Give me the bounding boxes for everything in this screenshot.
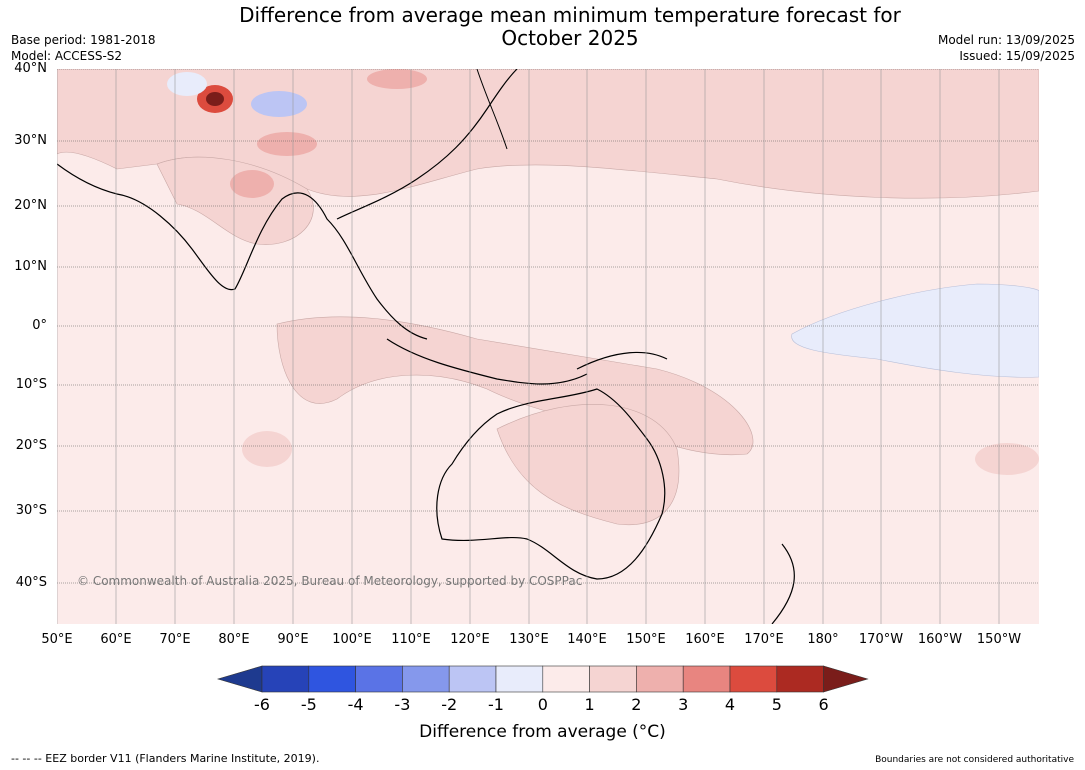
colorbar-tick-label: -2 <box>441 695 458 714</box>
lon-label: 180° <box>807 632 839 647</box>
colorbar-tick-label: 5 <box>771 695 782 714</box>
anomaly-patch-indian-ocean <box>242 431 292 467</box>
colorbar-segment <box>542 665 590 693</box>
colorbar-tick-label: -6 <box>254 695 270 714</box>
model-name: Model: ACCESS-S2 <box>11 49 123 63</box>
anomaly-cool-tarim <box>251 91 307 117</box>
lat-label: 20°S <box>15 438 47 453</box>
anomaly-hotspot-india <box>230 170 274 198</box>
lat-label: 30°S <box>15 503 47 518</box>
coastline-indonesia <box>386 338 588 385</box>
lat-label: 10°S <box>15 377 47 392</box>
colorbar-segment <box>729 665 778 693</box>
lon-label: 60°E <box>100 632 132 647</box>
colorbar-tick-label: 6 <box>818 695 829 714</box>
lon-label: 130°E <box>509 632 549 647</box>
lon-label: 50°E <box>41 632 73 647</box>
lon-label: 160°W <box>917 632 963 647</box>
lon-label: 160°E <box>685 632 725 647</box>
colorbar-segment <box>308 665 356 693</box>
colorbar-segment <box>448 665 497 693</box>
lon-label: 70°E <box>159 632 191 647</box>
colorbar-tick-label: 0 <box>537 695 548 714</box>
anomaly-region-india <box>156 156 314 245</box>
lat-label: 40°S <box>15 575 47 590</box>
meta-right: Model run: 13/09/2025 Issued: 15/09/2025 <box>938 32 1075 64</box>
lon-label: 170°W <box>858 632 904 647</box>
anomaly-hotspot-tibet <box>257 132 317 156</box>
title-line-2: October 2025 <box>501 26 639 50</box>
anomaly-cool-pacific <box>791 283 1039 378</box>
colorbar-tick-label: -3 <box>394 695 411 714</box>
colorbar-segment <box>682 665 731 693</box>
colorbar-segment <box>823 665 869 693</box>
issued-date: Issued: 15/09/2025 <box>959 49 1075 63</box>
colorbar <box>216 665 869 693</box>
colorbar-segment <box>495 665 544 693</box>
lon-label: 150°E <box>626 632 666 647</box>
anomaly-patch-south-pacific <box>975 443 1039 475</box>
lon-label: 90°E <box>277 632 309 647</box>
colorbar-tick-label: -1 <box>488 695 504 714</box>
lon-label: 110°E <box>391 632 431 647</box>
title-line-1: Difference from average mean minimum tem… <box>239 3 901 27</box>
lat-label: 0° <box>32 318 47 333</box>
coastline-new-zealand <box>771 543 795 624</box>
lon-label: 80°E <box>218 632 250 647</box>
copyright-text: © Commonwealth of Australia 2025, Bureau… <box>77 574 582 588</box>
colorbar-tick-label: 2 <box>631 695 642 714</box>
coastline-australia <box>436 388 666 580</box>
base-period: Base period: 1981-2018 <box>11 33 156 47</box>
eez-legend: -- -- -- EEZ border V11 (Flanders Marine… <box>11 752 320 765</box>
lat-label: 20°N <box>14 198 47 213</box>
coastline-new-guinea <box>576 351 668 370</box>
anomaly-core-pamir <box>206 92 224 106</box>
lon-label: 100°E <box>332 632 372 647</box>
colorbar-label: Difference from average (°C) <box>419 722 666 742</box>
colorbar-tick-label: 1 <box>584 695 595 714</box>
colorbar-segment <box>636 665 684 693</box>
model-run: Model run: 13/09/2025 <box>937 33 1075 47</box>
colorbar-tick-label: -4 <box>347 695 364 714</box>
map-panel: © Commonwealth of Australia 2025, Bureau… <box>57 69 1039 624</box>
anomaly-hotspot-mongolia <box>367 69 427 89</box>
meta-left: Base period: 1981-2018 Model: ACCESS-S2 <box>11 32 156 64</box>
lon-label: 140°E <box>567 632 607 647</box>
coastline-china <box>336 69 518 220</box>
colorbar-tick-label: 4 <box>724 695 736 714</box>
colorbar-tick-label: -5 <box>300 695 317 714</box>
lon-label: 120°E <box>450 632 490 647</box>
lon-label: 150°W <box>976 632 1022 647</box>
anomaly-cool-central-asia <box>167 72 207 96</box>
anomaly-region-australia <box>496 404 680 526</box>
lat-label: 30°N <box>14 133 47 148</box>
boundary-disclaimer: Boundaries are not considered authoritat… <box>875 755 1074 765</box>
gridlines <box>57 69 1039 624</box>
colorbar-segment <box>402 665 450 693</box>
colorbar-segment <box>355 665 403 693</box>
colorbar-segment <box>261 665 310 693</box>
colorbar-segment <box>589 665 637 693</box>
coastline-korea-japan <box>476 69 508 150</box>
lat-label: 40°N <box>14 61 47 76</box>
colorbar-tick-label: 3 <box>678 695 689 714</box>
lat-label: 10°N <box>14 259 47 274</box>
colorbar-segment <box>776 665 824 693</box>
coastline-asia <box>57 163 428 340</box>
lon-label: 170°E <box>744 632 784 647</box>
map-title: Difference from average mean minimum tem… <box>170 4 970 50</box>
colorbar-segment <box>216 665 263 693</box>
